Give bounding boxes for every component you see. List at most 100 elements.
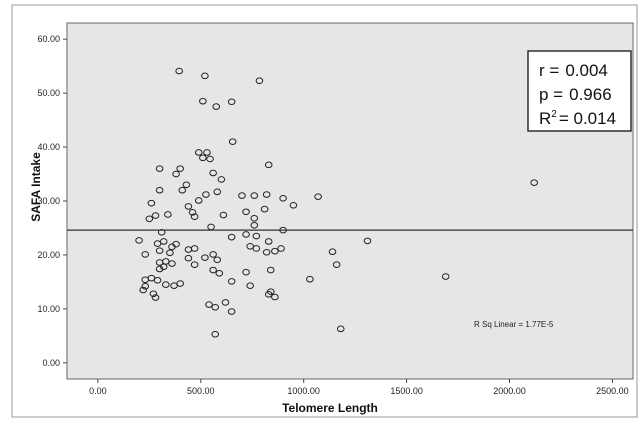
scatter-point <box>266 288 275 295</box>
scatter-point <box>306 275 314 283</box>
scatter-point <box>264 161 273 169</box>
scatter-point <box>336 325 345 333</box>
scatter-point <box>264 238 273 245</box>
scatter-point <box>203 149 211 156</box>
scatter-point <box>271 293 279 301</box>
scatter-point <box>221 299 230 306</box>
scatter-point <box>260 205 269 213</box>
y-tick-label: 10.00 <box>37 304 60 314</box>
scatter-point <box>441 273 450 280</box>
scatter-point <box>209 251 217 258</box>
scatter-point <box>279 195 287 202</box>
scatter-point <box>155 265 164 273</box>
stat-r2: R2 = 0.014 <box>539 109 616 128</box>
scatter-point <box>205 301 213 308</box>
scatter-point <box>151 294 160 301</box>
scatter-point <box>227 308 236 315</box>
scatter-point <box>172 170 180 178</box>
scatter-point <box>262 248 271 256</box>
scatter-point <box>199 154 207 162</box>
y-tick-label: 60.00 <box>37 34 60 44</box>
stats-box-frame <box>527 50 632 132</box>
stat-p: p = 0.966 <box>539 85 612 104</box>
scatter-point <box>201 254 209 261</box>
scatter-point <box>250 221 259 229</box>
scatter-point <box>172 240 180 248</box>
scatter-point <box>242 268 250 276</box>
scatter-point <box>176 165 184 172</box>
scatter-point <box>166 249 174 257</box>
scatter-point <box>212 103 221 110</box>
y-tick-label: 40.00 <box>37 142 60 152</box>
y-tick-label: 0.00 <box>42 358 60 368</box>
x-tick-label: 1000.00 <box>287 386 320 396</box>
scatter-point <box>155 165 164 172</box>
scatter-point <box>289 202 298 209</box>
x-tick-label: 0.00 <box>89 386 107 396</box>
scatter-point <box>201 72 209 80</box>
scatter-point <box>363 237 372 245</box>
fit-line-label: R Sq Linear = 1.77E-5 <box>474 320 554 329</box>
scatter-points <box>135 67 539 338</box>
scatter-point <box>153 276 162 284</box>
x-tick-label: 2000.00 <box>493 386 526 396</box>
scatter-point <box>271 247 279 255</box>
scatter-point <box>242 231 250 238</box>
scatter-point <box>252 232 261 240</box>
scatter-point <box>155 186 164 194</box>
scatter-point <box>141 282 150 290</box>
scatter-point <box>184 254 193 262</box>
stat-r2-value: = 0.014 <box>559 109 616 128</box>
stat-r-label: r = <box>539 61 559 80</box>
scatter-point <box>182 181 191 189</box>
scatter-point <box>242 208 250 216</box>
scatter-point <box>161 281 170 288</box>
x-axis-label: Telomere Length <box>282 401 378 415</box>
scatter-point <box>227 98 236 106</box>
scatter-point <box>164 211 172 218</box>
stats-box: r = 0.004 p = 0.966 R2 = 0.014 <box>527 50 632 132</box>
scatter-point <box>227 278 236 285</box>
scatter-point <box>176 280 184 287</box>
y-tick-label: 20.00 <box>37 250 60 260</box>
scatter-point <box>238 192 246 199</box>
scatter-point <box>188 209 197 216</box>
stat-r-value: 0.004 <box>565 61 608 80</box>
y-tick-label: 30.00 <box>37 196 60 206</box>
scatter-point <box>215 269 224 277</box>
scatter-point <box>159 238 168 245</box>
scatter-point <box>211 330 219 338</box>
x-tick-label: 500.00 <box>187 386 215 396</box>
scatter-point <box>190 261 199 268</box>
scatter-point <box>262 191 271 198</box>
x-tick-label: 1500.00 <box>390 386 423 396</box>
scatter-point <box>217 176 226 183</box>
stat-p-value: 0.966 <box>569 85 612 104</box>
scatter-point <box>190 245 199 252</box>
scatter-point <box>250 192 259 199</box>
stat-r2-sup: 2 <box>551 109 557 120</box>
scatter-point <box>209 266 217 274</box>
scatter-point <box>199 97 207 105</box>
x-axis: 0.00 500.00 1000.00 1500.00 2000.00 2500.00 <box>89 379 629 396</box>
scatter-point <box>145 215 154 223</box>
scatter-point <box>213 188 222 196</box>
scatter-point <box>141 251 150 258</box>
scatter-point <box>328 248 337 256</box>
scatter-point <box>255 77 264 85</box>
scatter-point <box>149 290 158 298</box>
scatter-point <box>213 256 222 264</box>
scatter-point <box>151 212 160 219</box>
scatter-point <box>314 193 322 200</box>
scatter-point <box>246 282 254 289</box>
scatter-point <box>194 197 203 204</box>
scatter-point <box>168 260 176 267</box>
stat-p-label: p = <box>539 85 563 104</box>
stat-r2-label: R <box>539 109 551 128</box>
scatter-point <box>178 186 187 194</box>
scatter-point <box>159 263 168 271</box>
scatter-point <box>139 286 147 294</box>
y-tick-label: 50.00 <box>37 88 60 98</box>
scatter-point <box>194 149 203 156</box>
